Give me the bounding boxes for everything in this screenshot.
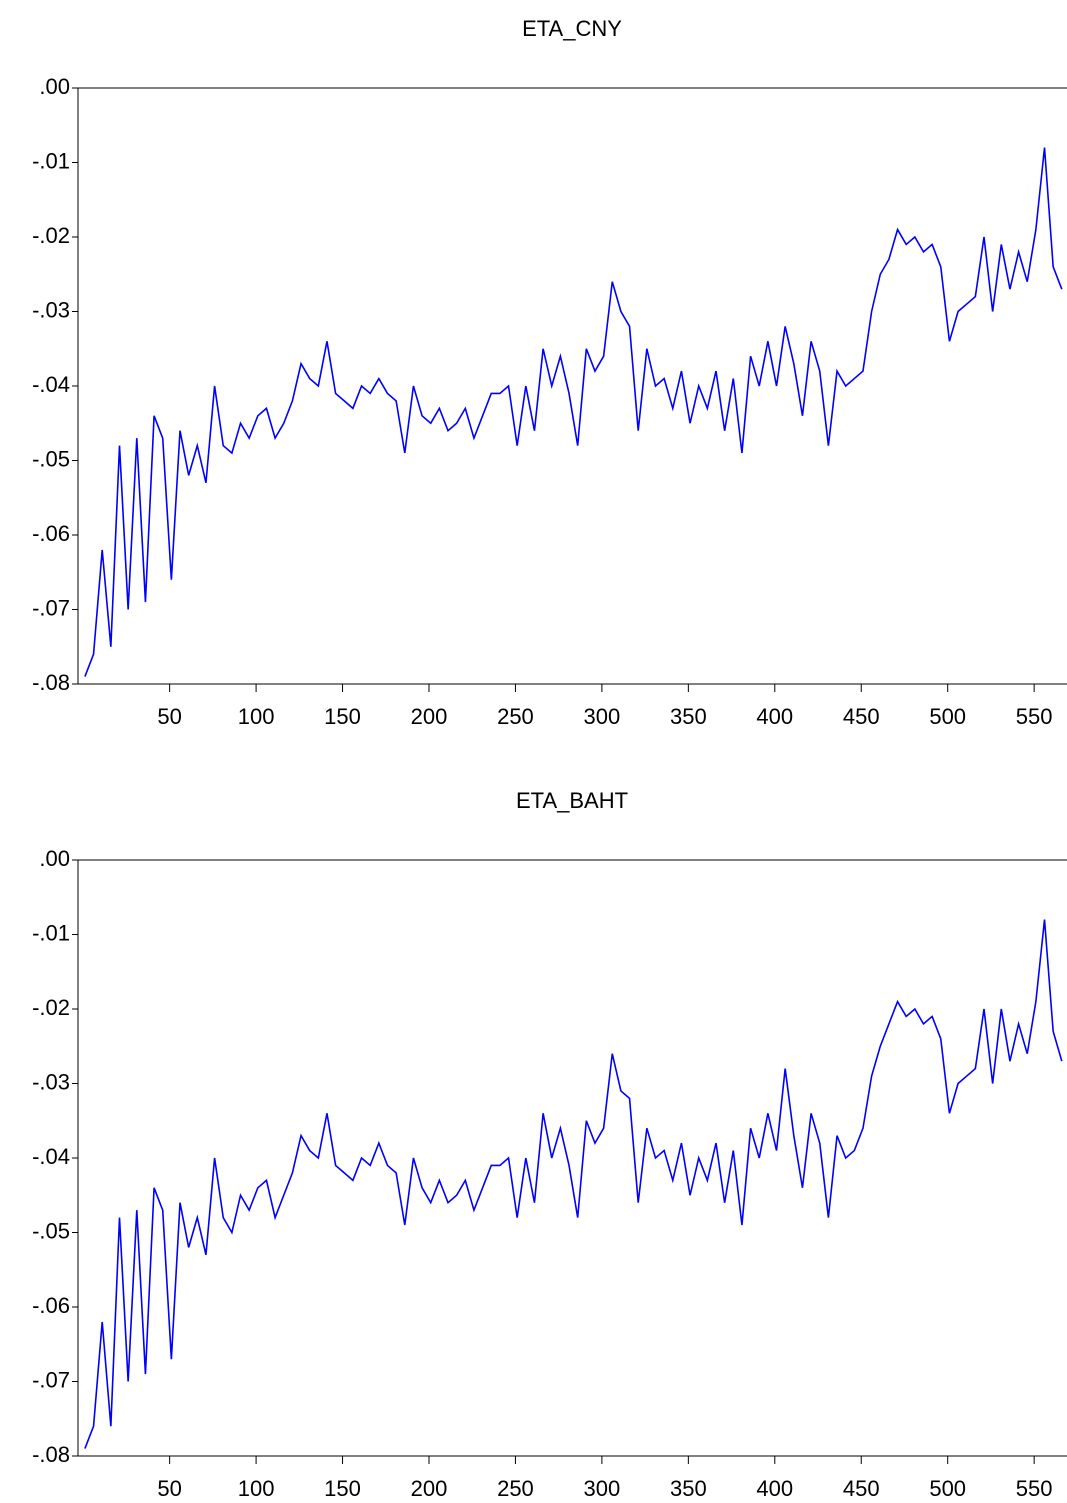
x-tick-label: 550: [1016, 704, 1053, 729]
chart-title: ETA_BAHT: [516, 788, 628, 813]
x-tick-label: 450: [843, 1476, 880, 1501]
y-tick-label: -.03: [32, 297, 70, 322]
y-tick-label: .00: [39, 846, 70, 871]
x-tick-label: 50: [157, 704, 181, 729]
x-tick-label: 200: [411, 704, 448, 729]
x-tick-label: 250: [497, 704, 534, 729]
y-tick-label: -.01: [32, 148, 70, 173]
x-tick-label: 300: [584, 704, 621, 729]
x-tick-label: 400: [756, 704, 793, 729]
y-tick-label: -.02: [32, 995, 70, 1020]
x-tick-label: 150: [324, 1476, 361, 1501]
y-tick-label: -.02: [32, 223, 70, 248]
x-tick-label: 50: [157, 1476, 181, 1501]
plot-frame: [77, 859, 1067, 1457]
x-tick-label: 250: [497, 1476, 534, 1501]
x-tick-label: 350: [670, 704, 707, 729]
y-tick-label: -.06: [32, 1293, 70, 1318]
x-tick-label: 100: [238, 704, 275, 729]
chart-title: ETA_CNY: [522, 16, 622, 41]
y-tick-label: -.05: [32, 1218, 70, 1243]
x-tick-label: 500: [929, 704, 966, 729]
y-tick-label: -.05: [32, 446, 70, 471]
x-tick-label: 100: [238, 1476, 275, 1501]
y-tick-label: -.03: [32, 1069, 70, 1094]
y-tick-label: .00: [39, 74, 70, 99]
x-tick-label: 500: [929, 1476, 966, 1501]
y-tick-label: -.04: [32, 1144, 70, 1169]
data-line: [84, 147, 1063, 677]
y-tick-label: -.04: [32, 372, 70, 397]
x-tick-label: 550: [1016, 1476, 1053, 1501]
x-tick-label: 150: [324, 704, 361, 729]
y-tick-label: -.01: [32, 920, 70, 945]
x-tick-label: 450: [843, 704, 880, 729]
y-tick-label: -.08: [32, 670, 70, 695]
plot-frame: [77, 87, 1067, 685]
x-tick-label: 200: [411, 1476, 448, 1501]
x-tick-label: 300: [584, 1476, 621, 1501]
y-tick-label: -.06: [32, 521, 70, 546]
x-tick-label: 350: [670, 1476, 707, 1501]
data-line: [84, 919, 1063, 1449]
y-tick-label: -.07: [32, 1367, 70, 1392]
y-tick-label: -.08: [32, 1442, 70, 1467]
y-tick-label: -.07: [32, 595, 70, 620]
x-tick-label: 400: [756, 1476, 793, 1501]
